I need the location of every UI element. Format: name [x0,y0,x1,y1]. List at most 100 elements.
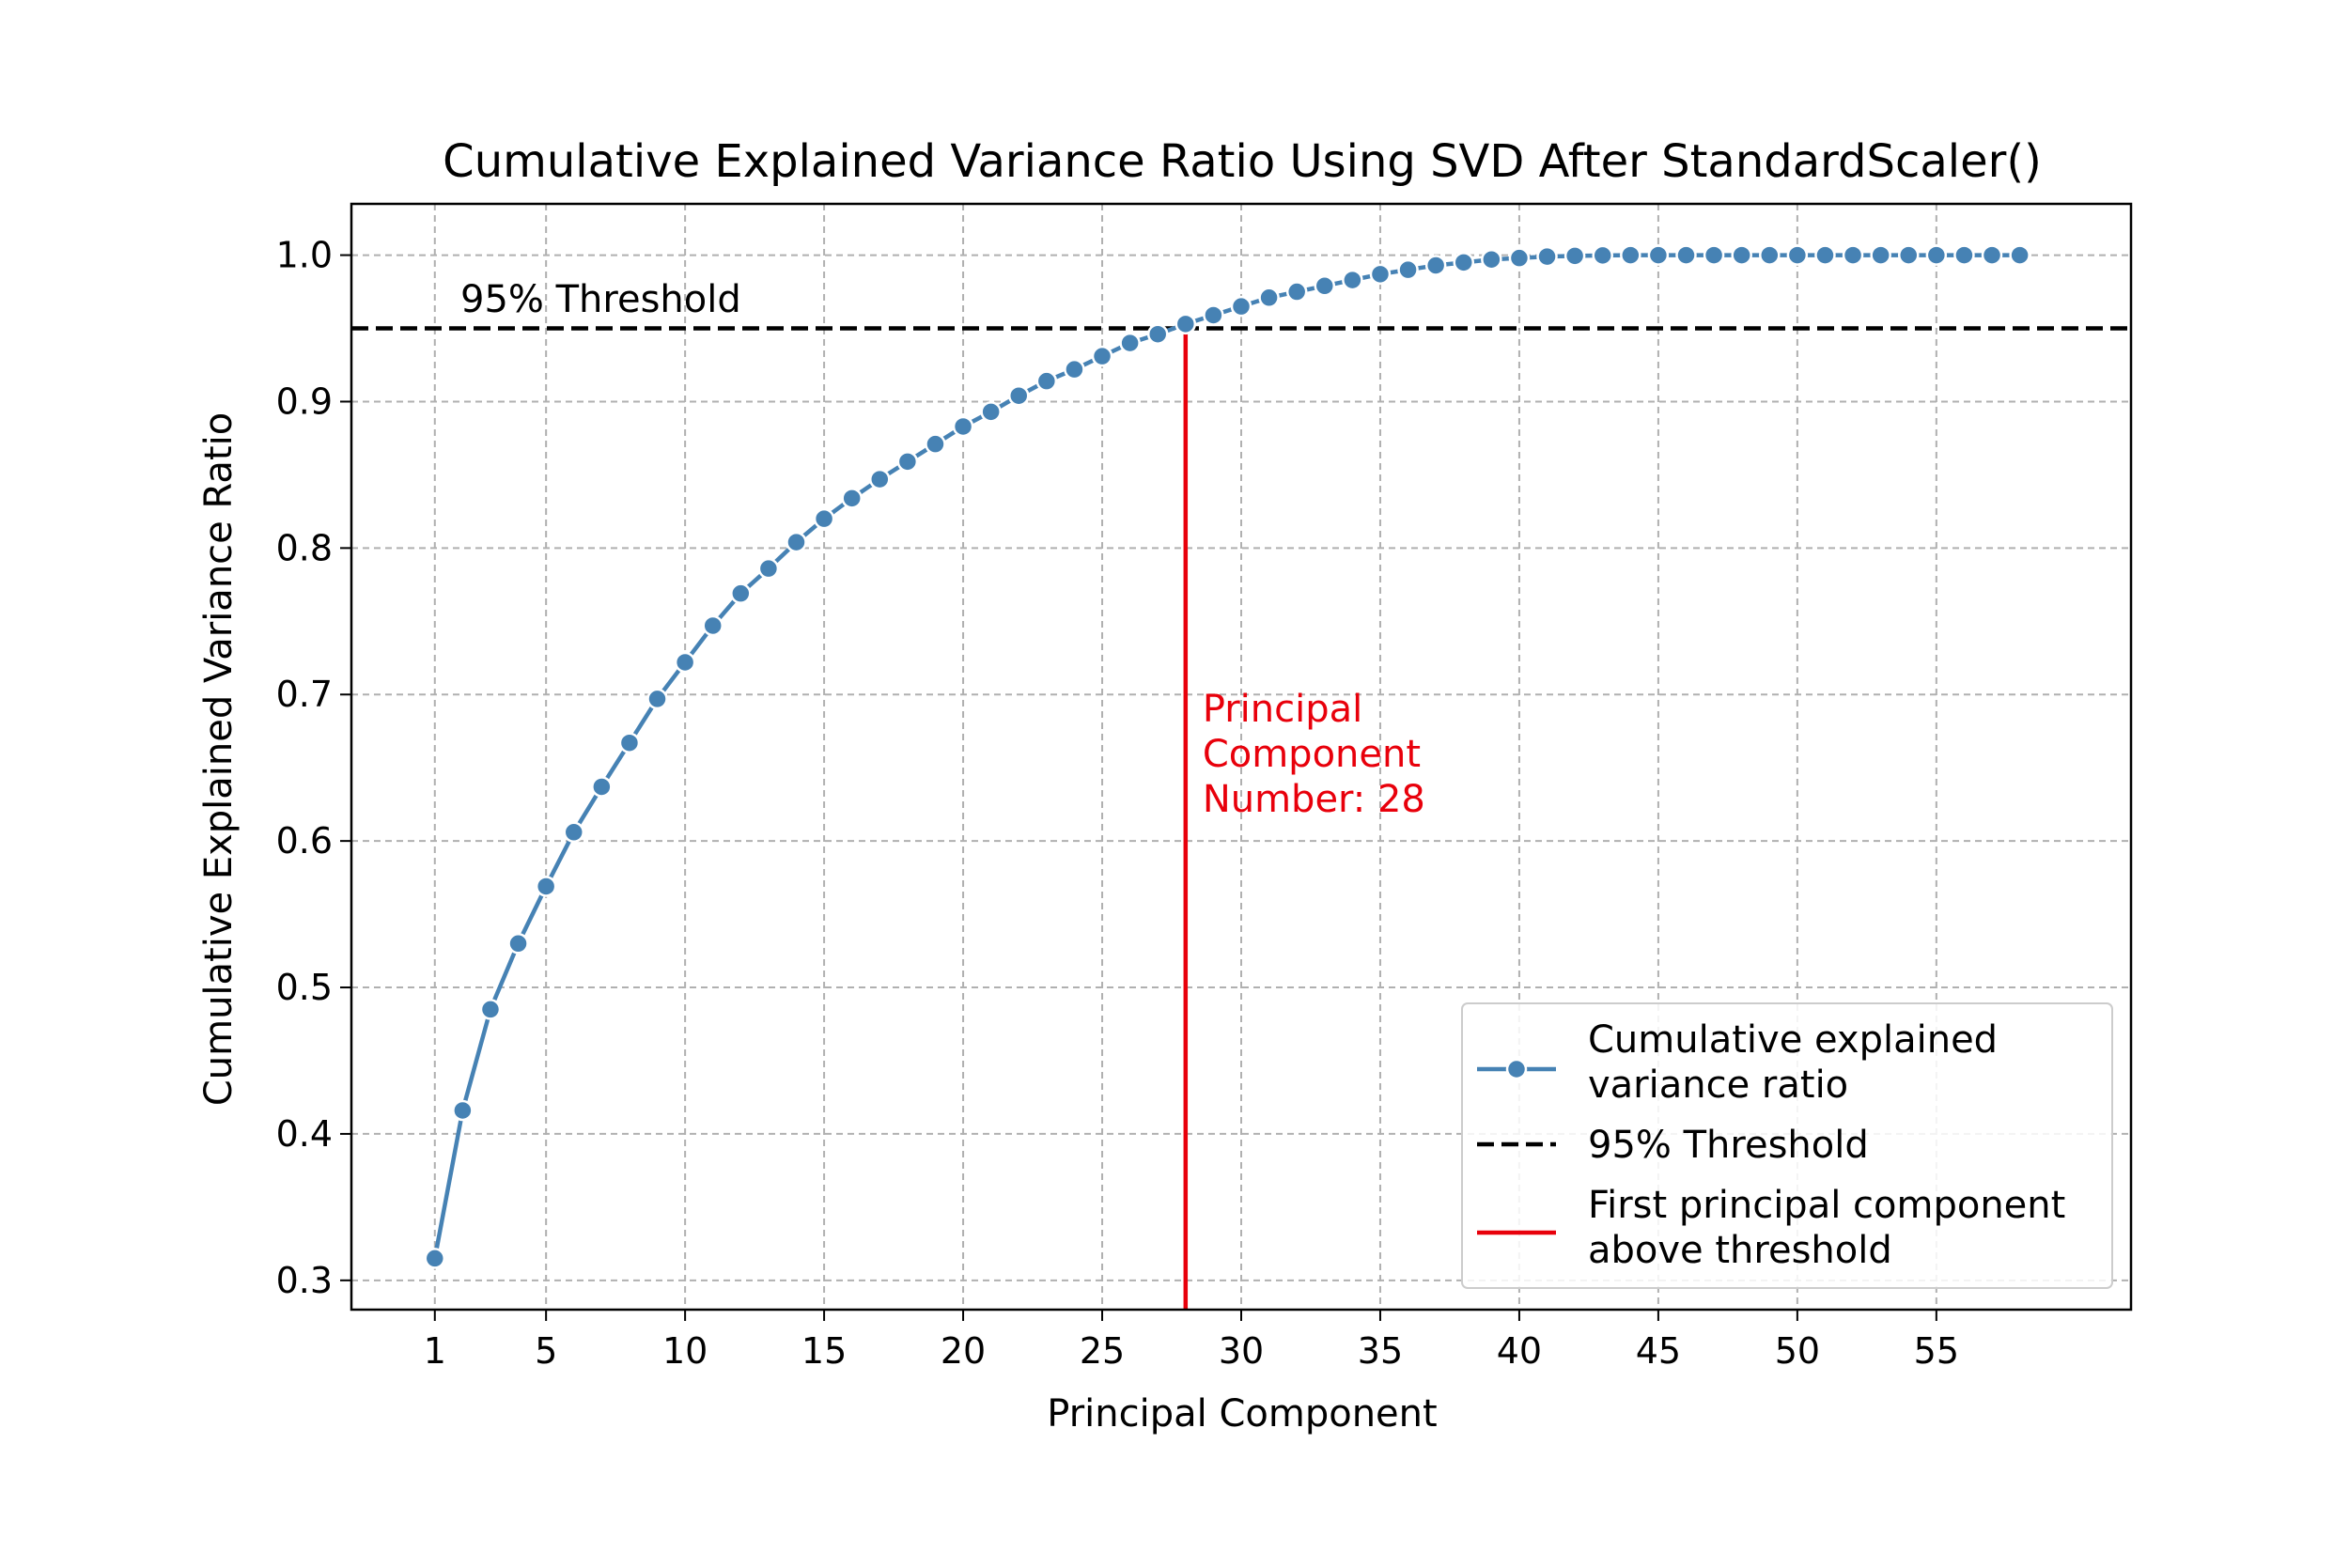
variance-point [1563,245,1586,267]
threshold-annotation: 95% Threshold [460,278,741,321]
legend-entry-text: 95% Threshold [1588,1124,1869,1167]
legend-entry-text: First principal component above threshold [1588,1184,2065,1272]
variance-point [1592,244,1613,267]
component-annotation-line: Number: 28 [1203,778,1425,821]
variance-point [841,488,863,509]
variance-point [730,582,752,604]
x-tick-label: 15 [801,1330,847,1372]
variance-point [1731,244,1752,266]
x-tick-label: 35 [1358,1330,1403,1372]
y-tick-label: 0.7 [276,674,333,715]
variance-point [869,468,891,490]
variance-point [980,401,1002,423]
variance-point [1981,244,2003,266]
y-tick-label: 1.0 [276,235,333,276]
variance-point [1091,345,1113,367]
x-tick-label: 55 [1914,1330,1959,1372]
y-tick-label: 0.3 [276,1260,333,1301]
legend-variance-marker [1505,1058,1528,1080]
variance-point [618,732,641,753]
y-axis-label: Cumulative Explained Variance Ratio [197,412,241,1106]
variance-point [507,933,529,955]
variance-point [1620,244,1641,266]
x-tick-label: 50 [1775,1330,1820,1372]
variance-point [1508,247,1531,269]
y-tick-label: 0.8 [276,527,333,568]
legend-entry-line: above threshold [1588,1229,1892,1272]
variance-point [1258,287,1280,309]
variance-point [1203,304,1224,326]
variance-point [1870,244,1891,266]
variance-point [1230,295,1252,318]
variance-point [1342,269,1363,291]
y-tick-label: 0.4 [276,1113,333,1155]
variance-point [1536,245,1558,268]
x-tick-label: 10 [662,1330,708,1372]
variance-point [479,999,502,1020]
variance-point [1481,248,1502,271]
legend-entry-line: variance ratio [1588,1063,1848,1107]
y-ticks: 0.3 0.4 0.5 0.6 0.7 0.8 0.9 1.0 [276,235,351,1301]
variance-point [1703,244,1725,266]
x-tick-label: 25 [1080,1330,1125,1372]
variance-point [1424,255,1447,276]
variance-point [1035,370,1058,392]
variance-point [1453,252,1474,273]
legend: Cumulative explained variance ratio 95% Th… [1461,1002,2113,1289]
legend-entry-line: 95% Threshold [1588,1124,1869,1167]
variance-point [896,451,919,473]
variance-point [952,415,974,438]
x-tick-label: 40 [1497,1330,1542,1372]
x-tick-label: 45 [1636,1330,1681,1372]
variance-point [1397,258,1419,281]
variance-point [674,651,696,674]
variance-point [925,433,946,455]
variance-point [1064,358,1085,380]
variance-point [1675,244,1697,266]
variance-point [1314,275,1336,297]
variance-point [1174,313,1197,335]
x-tick-label: 20 [941,1330,986,1372]
component-annotation: Principal Component Number: 28 [1203,688,1425,821]
legend-box [1461,1002,2113,1289]
variance-point [591,776,613,798]
x-ticks: 1 5 10 15 20 25 30 35 40 45 50 55 [424,1310,1959,1372]
x-tick-label: 5 [535,1330,557,1372]
variance-point [535,876,557,897]
legend-entry-line: First principal component [1588,1184,2065,1227]
variance-point [1008,384,1030,407]
variance-point [1925,244,1948,266]
x-tick-label: 30 [1219,1330,1264,1372]
variance-line [432,253,2020,1259]
y-tick-label: 0.9 [276,380,333,422]
variance-point [786,531,807,553]
legend-entry-line: Cumulative explained [1588,1018,1998,1062]
y-tick-label: 0.6 [276,820,333,862]
variance-point [424,1248,446,1269]
variance-point [813,507,835,530]
variance-point [1759,244,1781,266]
variance-point [646,688,668,710]
x-tick-label: 1 [424,1330,446,1372]
chart-title: Cumulative Explained Variance Ratio Usin… [443,135,2042,188]
variance-point [702,614,723,637]
component-annotation-line: Component [1203,733,1421,776]
variance-series [424,244,2030,1269]
y-tick-label: 0.5 [276,967,333,1008]
variance-point [1647,244,1670,266]
component-annotation-line: Principal [1203,688,1362,731]
variance-point [757,557,780,580]
x-axis-label: Principal Component [1047,1392,1437,1436]
variance-point [1786,244,1809,266]
variance-point [1898,244,1920,266]
variance-point [2009,244,2030,266]
legend-entry-text: Cumulative explained variance ratio [1588,1018,1998,1107]
variance-point [1146,323,1169,345]
variance-point [1285,281,1308,303]
variance-point [563,821,584,844]
variance-point [1814,244,1836,266]
variance-point [1953,244,1975,266]
variance-point [1842,244,1864,266]
variance-point [1369,263,1392,286]
